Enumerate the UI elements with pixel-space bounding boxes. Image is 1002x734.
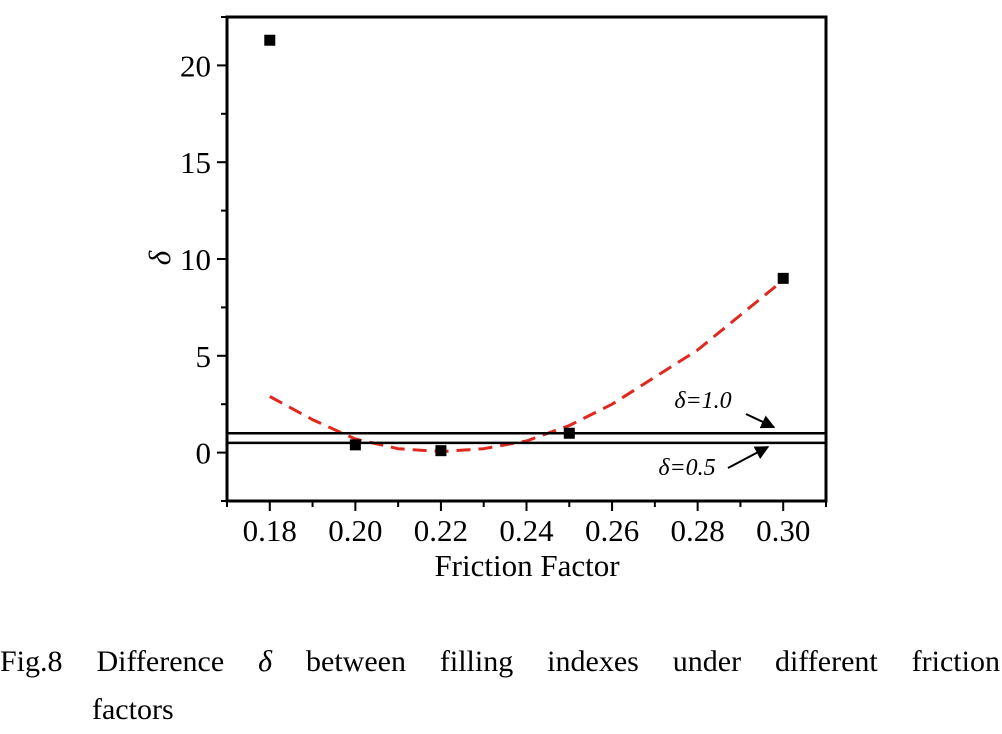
x-tick-label: 0.20 (328, 513, 382, 548)
axes-layer: 0.18 0.20 0.22 0.24 0.26 0.28 0.30 0 5 10 15 20 (180, 15, 828, 548)
fit-curve (269, 279, 785, 454)
figure-caption: Fig.8 Difference δ between filling index… (0, 638, 1000, 734)
caption-line-1: Fig.8 Difference δ between filling index… (0, 638, 1000, 686)
caption-word: between (306, 645, 406, 678)
fit-curve-layer (269, 279, 785, 454)
caption-word: under (672, 645, 742, 678)
caption-word: friction (911, 645, 1000, 678)
x-tick-label: 0.22 (414, 513, 468, 548)
caption-line-2: factors (92, 693, 174, 726)
x-tick-label: 0.30 (756, 513, 810, 548)
caption-prefix: Fig.8 (0, 645, 63, 678)
reference-label-2: δ=0.5 (658, 455, 715, 481)
reference-lines-layer: δ=1.0 δ=0.5 (227, 388, 826, 481)
x-tick-label: 0.28 (671, 513, 725, 548)
y-tick-label: 15 (180, 145, 211, 180)
data-point (777, 272, 789, 284)
y-tick-label: 10 (180, 242, 211, 277)
data-point (563, 427, 575, 439)
y-axis-title: δ (142, 250, 177, 265)
data-points-layer (264, 34, 789, 457)
reference-arrow-1 (745, 413, 776, 429)
caption-word: indexes (547, 645, 639, 678)
y-tick-label: 0 (196, 436, 212, 471)
plot-background (227, 17, 826, 501)
caption-word: filling (439, 645, 514, 678)
reference-arrow-2 (727, 446, 770, 469)
data-point (435, 445, 447, 457)
chart: δ=1.0δ=0.5 0.18 0.20 0.22 0.24 0.26 0.28 0.300… (142, 15, 828, 583)
x-tick-label: 0.18 (243, 513, 297, 548)
x-tick-label: 0.26 (585, 513, 639, 548)
x-tick-label: 0.24 (499, 513, 554, 548)
caption-word: different (775, 645, 878, 678)
data-point (264, 34, 276, 46)
x-axis-title: Friction Factor (434, 548, 620, 583)
y-tick-label: 20 (180, 48, 211, 83)
reference-label-1: δ=1.0 (674, 388, 731, 414)
plot-area (227, 17, 826, 501)
caption-symbol: δ (258, 645, 273, 678)
caption-word: Difference (96, 645, 225, 678)
y-tick-label: 5 (196, 339, 212, 374)
data-point (349, 439, 361, 451)
